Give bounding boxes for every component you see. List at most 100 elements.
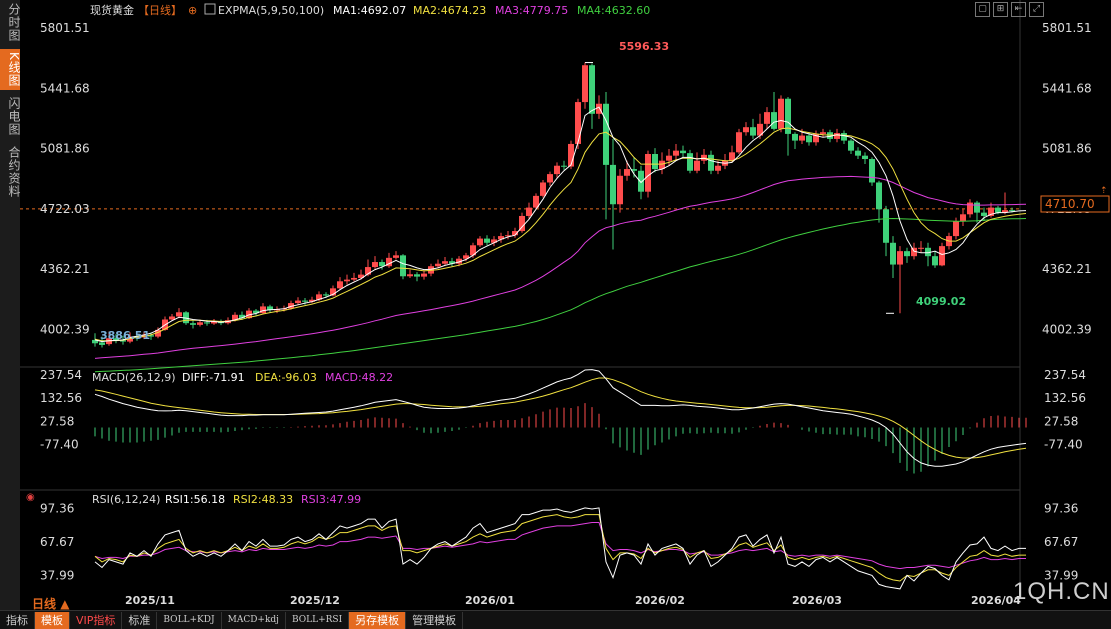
candle-body [505, 235, 511, 237]
candle-body [813, 133, 819, 143]
rsi2-line [94, 514, 1026, 582]
candle-body [820, 132, 826, 134]
candle-body [554, 165, 560, 175]
candle-body [421, 273, 427, 277]
candle-body [260, 306, 266, 314]
candle-body [386, 257, 392, 267]
candle-body [127, 336, 133, 342]
candle-body [204, 322, 210, 324]
bottom-tab-1[interactable]: 模板 [35, 611, 70, 629]
rsi-panel [94, 507, 1026, 590]
macd-tick-left: -77.40 [40, 438, 79, 452]
window-restore-icon[interactable]: ▢ [975, 2, 990, 17]
candle-body [309, 299, 315, 302]
window-max-icon[interactable]: ⤢ [1029, 2, 1044, 17]
candle-body [113, 338, 119, 341]
ma2-label: MA2:4674.23 [413, 4, 486, 17]
rsi-tick: 37.99 [1044, 568, 1078, 582]
indicator-name: EXPMA(5,9,50,100) [218, 4, 324, 17]
candle-body [344, 279, 350, 282]
rsi1-line [94, 507, 1026, 590]
ma4-label: MA4:4632.60 [577, 4, 650, 17]
candle-body [302, 300, 308, 302]
bottom-tab-8[interactable]: 管理模板 [406, 611, 464, 629]
candle-body [197, 322, 203, 325]
candle-body [925, 247, 931, 257]
candle-body [400, 255, 406, 277]
candle-body [92, 339, 98, 344]
bottom-tab-2[interactable]: VIP指标 [70, 611, 123, 629]
candle-body [876, 182, 882, 210]
candle-body [638, 170, 644, 192]
candle-body [617, 175, 623, 205]
sidebar-tab-0[interactable]: 分时图 [7, 3, 21, 42]
candle-body [715, 165, 721, 171]
bottom-tab-5[interactable]: MACD+kdj [222, 611, 286, 629]
candle-body [680, 150, 686, 154]
macd-title: MACD(26,12,9) [92, 371, 176, 384]
ma1-line [94, 106, 1027, 343]
bottom-tab-4[interactable]: BOLL+KDJ [157, 611, 222, 629]
date-tick: 2025/11 [125, 594, 175, 607]
price-arrow-icon: ⇡ [1100, 186, 1108, 196]
window-tile-icon[interactable]: ⊞ [993, 2, 1008, 17]
candle-body [631, 169, 637, 171]
low-annotation-1: 3886.51 [100, 329, 150, 342]
grid [20, 0, 1021, 590]
period-label: 日线 [32, 597, 57, 611]
sidebar-tab-3[interactable]: 合约资料 [7, 145, 21, 198]
rsi-settings-icon[interactable]: ◉ [26, 492, 35, 503]
candle-body [463, 255, 469, 259]
candle-body [764, 112, 770, 124]
candle-body [512, 231, 518, 236]
candle-body [988, 207, 994, 216]
left-sidebar: 分时图 K线图闪电图合约资料 [0, 0, 21, 610]
window-back-icon[interactable]: ⇤ [1011, 2, 1026, 17]
candle-body [666, 155, 672, 161]
candle-body [393, 255, 399, 258]
bottom-tab-0[interactable]: 指标 [0, 611, 35, 629]
candle-body [442, 261, 448, 264]
candle-body [316, 294, 322, 300]
bottom-tab-3[interactable]: 标准 [122, 611, 158, 629]
ma3-label: MA3:4779.75 [495, 4, 568, 17]
bottom-toolbar: 指标 模板 VIP指标 标准 BOLL+KDJ MACD+kdj BOLL+RSI 另存模板管… [0, 610, 1111, 629]
caret-up-icon: ▲ [60, 597, 70, 611]
candle-body [652, 154, 658, 170]
candle-body [960, 214, 966, 221]
macd-tick-left: 27.58 [40, 414, 74, 428]
candle-body [981, 212, 987, 216]
candle-body [477, 238, 483, 246]
rsi3-label: RSI3:47.99 [301, 493, 361, 506]
candle-body [470, 245, 476, 256]
crosshair-icon[interactable]: ⊕ [188, 4, 197, 17]
bottom-tab-7[interactable]: 另存模板 [349, 611, 407, 629]
candle-body [673, 150, 679, 156]
candle-body [750, 127, 756, 136]
candle-body [379, 262, 385, 267]
candle-body [1002, 210, 1008, 213]
candle-body [848, 140, 854, 151]
candle-body [323, 294, 329, 296]
candle-body [449, 261, 455, 264]
rsi1-label: RSI1:56.18 [165, 493, 225, 506]
candle-body [589, 65, 595, 114]
macd-dea: DEA:-96.03 [255, 371, 317, 384]
current-price-label: 4710.70 [1045, 197, 1095, 211]
candle-body [148, 335, 154, 337]
candle-body [729, 152, 735, 161]
chart-canvas[interactable]: 5801.51 5801.51 5441.68 5441.68 5081.86 5081.… [20, 0, 1111, 610]
period-selector[interactable]: 日线 ▲ [32, 595, 69, 612]
candle-body [995, 207, 1001, 213]
axis-labels: 5801.51 5801.51 5441.68 5441.68 5081.86 5081.… [40, 21, 1092, 607]
macd-tick-left: 237.54 [40, 368, 82, 382]
bottom-tab-6[interactable]: BOLL+RSI [286, 611, 350, 629]
candle-body [778, 98, 784, 129]
candle-body [274, 309, 280, 311]
candle-body [99, 342, 105, 345]
price-tick: 4362.21 [1042, 262, 1092, 276]
sidebar-tab-1[interactable]: K线图 [0, 49, 21, 90]
candle-body [904, 251, 910, 257]
indicator-settings-icon[interactable] [204, 3, 216, 15]
sidebar-tab-2[interactable]: 闪电图 [7, 96, 21, 136]
